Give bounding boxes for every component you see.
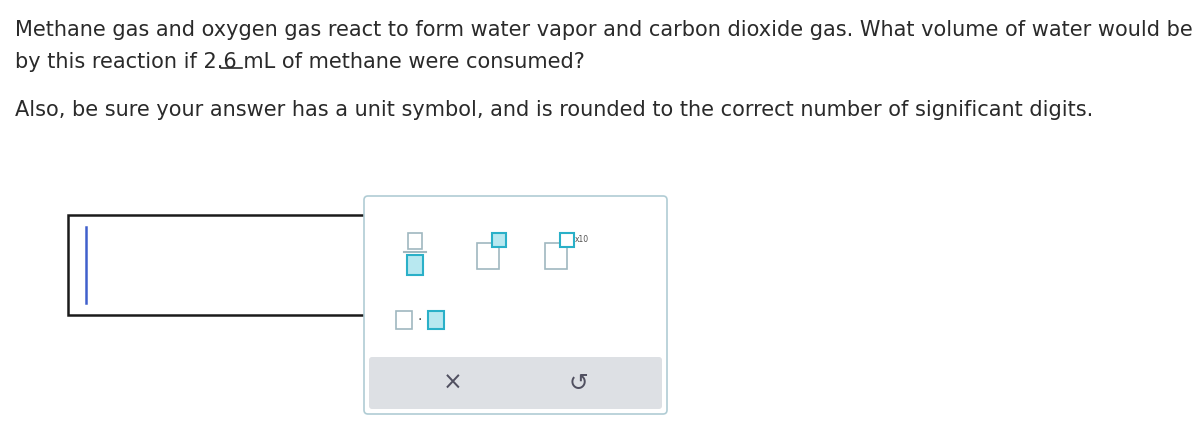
Bar (492, 233, 506, 247)
Bar (396, 311, 412, 329)
Bar (545, 243, 568, 269)
Text: ↺: ↺ (569, 371, 588, 395)
FancyBboxPatch shape (370, 357, 662, 409)
Text: ·: · (418, 313, 422, 327)
Bar (560, 233, 574, 247)
Text: Methane gas and oxygen gas react to form water vapor and carbon dioxide gas. Wha: Methane gas and oxygen gas react to form… (14, 20, 1200, 40)
Text: by this reaction if 2.6 mL of methane were consumed?: by this reaction if 2.6 mL of methane we… (14, 52, 584, 72)
Bar (428, 311, 444, 329)
Text: ×: × (443, 371, 462, 395)
Bar (407, 255, 424, 275)
Text: x10: x10 (575, 235, 589, 245)
Bar (68, 215, 413, 315)
Bar (478, 243, 499, 269)
FancyBboxPatch shape (364, 196, 667, 414)
Text: Also, be sure your answer has a unit symbol, and is rounded to the correct numbe: Also, be sure your answer has a unit sym… (14, 100, 1093, 120)
Bar (408, 233, 422, 249)
